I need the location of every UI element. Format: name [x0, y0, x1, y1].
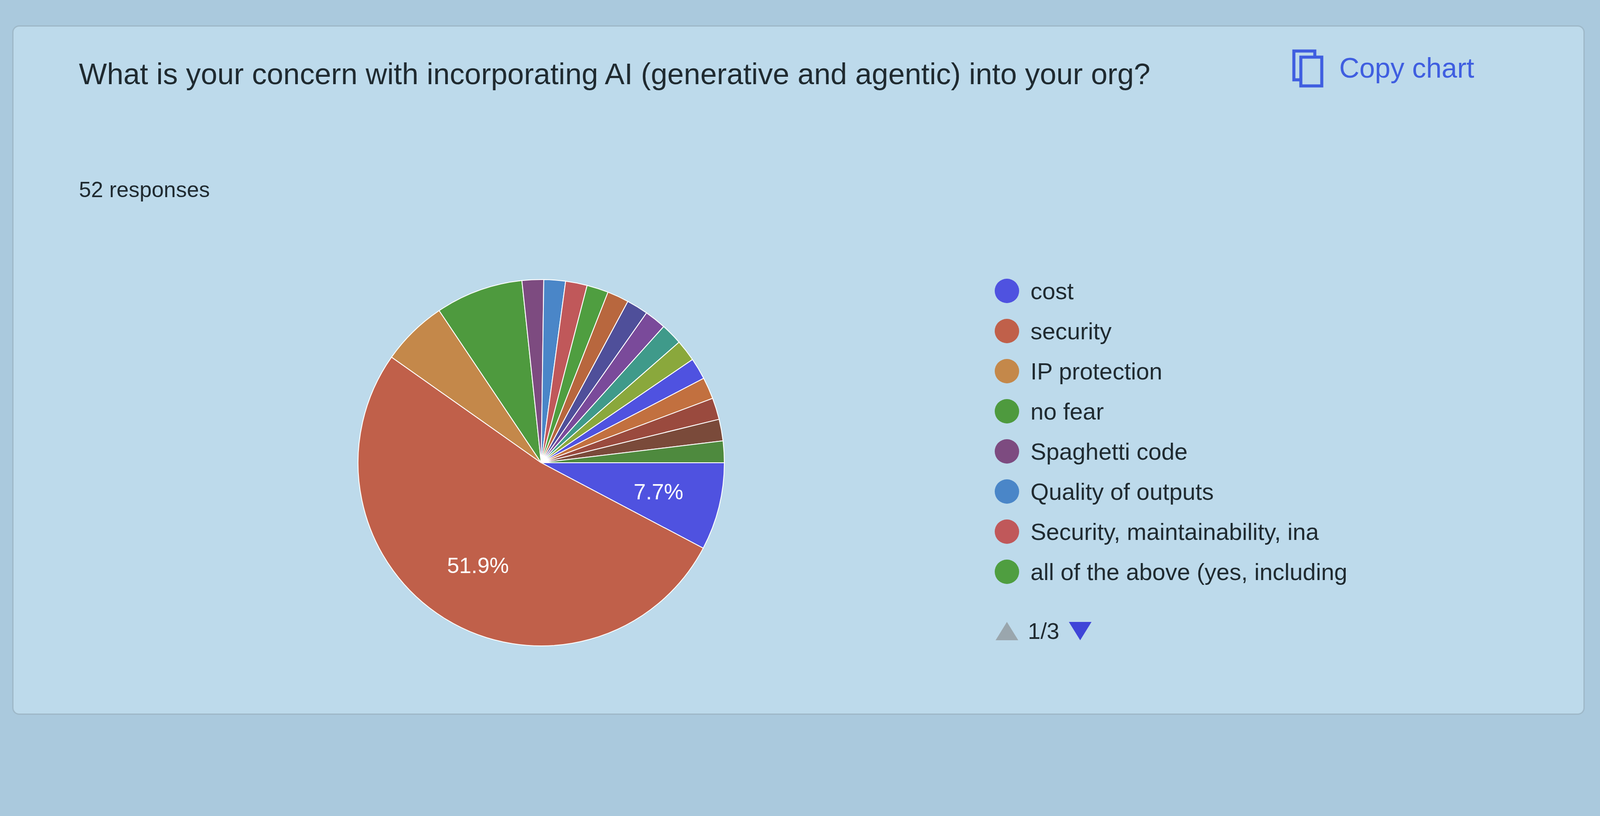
html-text:security: security [1030, 317, 1112, 345]
html-text:What is your concern with inco: What is your concern with incorporating … [78, 57, 1151, 91]
svg-text:51.9%: 51.9% [446, 553, 509, 578]
html-text:no fear: no fear [1030, 398, 1104, 425]
html-text:Copy chart: Copy chart [1339, 52, 1475, 84]
html-text:Spaghetti code: Spaghetti code [1030, 438, 1188, 465]
html-text:Quality of outputs: Quality of outputs [1030, 478, 1214, 505]
html-text:1/3: 1/3 [1027, 618, 1060, 644]
html-text:cost: cost [1030, 277, 1074, 304]
html-text:52 responses: 52 responses [78, 177, 210, 202]
html-text:all of the above (yes, includi: all of the above (yes, including [1030, 558, 1348, 585]
svg-text:7.7%: 7.7% [633, 479, 684, 505]
html-text:IP protection: IP protection [1030, 358, 1163, 385]
html-text:Security, maintainability, ina: Security, maintainability, ina [1030, 518, 1319, 545]
